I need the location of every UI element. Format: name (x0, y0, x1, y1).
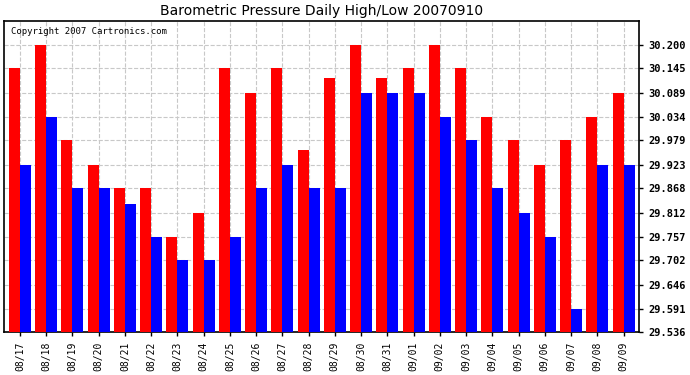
Bar (114, 189, 125, 332)
Bar (335, 189, 346, 332)
Bar (545, 237, 556, 332)
Bar (508, 140, 519, 332)
Bar (586, 117, 598, 332)
Bar (297, 150, 308, 332)
Bar (282, 165, 293, 332)
Bar (493, 189, 503, 332)
Bar (245, 93, 256, 332)
Bar (88, 165, 99, 332)
Bar (20, 165, 31, 332)
Bar (125, 204, 136, 332)
Bar (482, 117, 493, 332)
Bar (99, 189, 110, 332)
Bar (271, 68, 282, 332)
Title: Barometric Pressure Daily High/Low 20070910: Barometric Pressure Daily High/Low 20070… (160, 4, 483, 18)
Bar (534, 165, 545, 332)
Bar (387, 93, 398, 332)
Bar (72, 189, 83, 332)
Bar (219, 68, 230, 332)
Bar (519, 213, 530, 332)
Bar (428, 45, 440, 332)
Bar (402, 68, 413, 332)
Bar (350, 45, 361, 332)
Bar (571, 309, 582, 332)
Bar (166, 237, 177, 332)
Bar (440, 117, 451, 332)
Bar (177, 261, 188, 332)
Bar (324, 78, 335, 332)
Bar (613, 93, 624, 332)
Bar (598, 165, 609, 332)
Bar (193, 213, 204, 332)
Bar (256, 189, 267, 332)
Bar (35, 45, 46, 332)
Bar (61, 140, 72, 332)
Bar (466, 140, 477, 332)
Bar (308, 189, 319, 332)
Bar (46, 117, 57, 332)
Bar (361, 93, 372, 332)
Bar (560, 140, 571, 332)
Bar (624, 165, 635, 332)
Bar (9, 68, 20, 332)
Bar (230, 237, 241, 332)
Bar (151, 237, 162, 332)
Text: Copyright 2007 Cartronics.com: Copyright 2007 Cartronics.com (10, 27, 166, 36)
Bar (413, 93, 424, 332)
Bar (376, 78, 387, 332)
Bar (140, 189, 151, 332)
Bar (455, 68, 466, 332)
Bar (204, 261, 215, 332)
